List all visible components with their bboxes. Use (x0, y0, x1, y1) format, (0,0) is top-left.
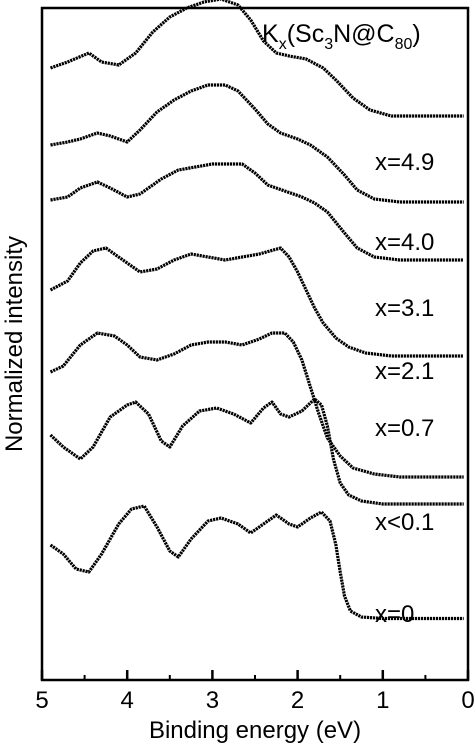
x-tick-label: 3 (206, 687, 219, 714)
series-labels: x=4.9 x=4.0 x=3.1 x=2.1 x=0.7 x<0.1 x=0 (375, 149, 434, 628)
y-axis-label: Normalized intensity (1, 236, 28, 452)
x-tick-label: 0 (461, 687, 474, 714)
compound-annotation: Kx(Sc3N@C80) (262, 20, 421, 53)
series-line (49, 331, 464, 479)
series-line (49, 0, 464, 118)
series-line (50, 162, 464, 262)
series-label: x<0.1 (375, 509, 434, 536)
series-line (49, 397, 464, 506)
series-line (50, 83, 464, 204)
series-line (49, 504, 464, 621)
x-axis-label: Binding energy (eV) (149, 717, 361, 744)
x-axis-ticks: 5 4 3 2 1 0 (35, 670, 474, 714)
series-label: x=4.9 (375, 149, 434, 176)
x-tick-label: 4 (121, 687, 134, 714)
x-tick-label: 2 (291, 687, 304, 714)
series-line (49, 246, 464, 358)
series-label: x=0.7 (375, 415, 434, 442)
x-tick-label: 5 (35, 687, 48, 714)
series-label: x=4.0 (375, 229, 434, 256)
x-tick-label: 1 (376, 687, 389, 714)
series-label: x=3.1 (375, 295, 434, 322)
series-label: x=0 (375, 601, 414, 628)
series-label: x=2.1 (375, 358, 434, 385)
curves-layer (49, 0, 464, 621)
